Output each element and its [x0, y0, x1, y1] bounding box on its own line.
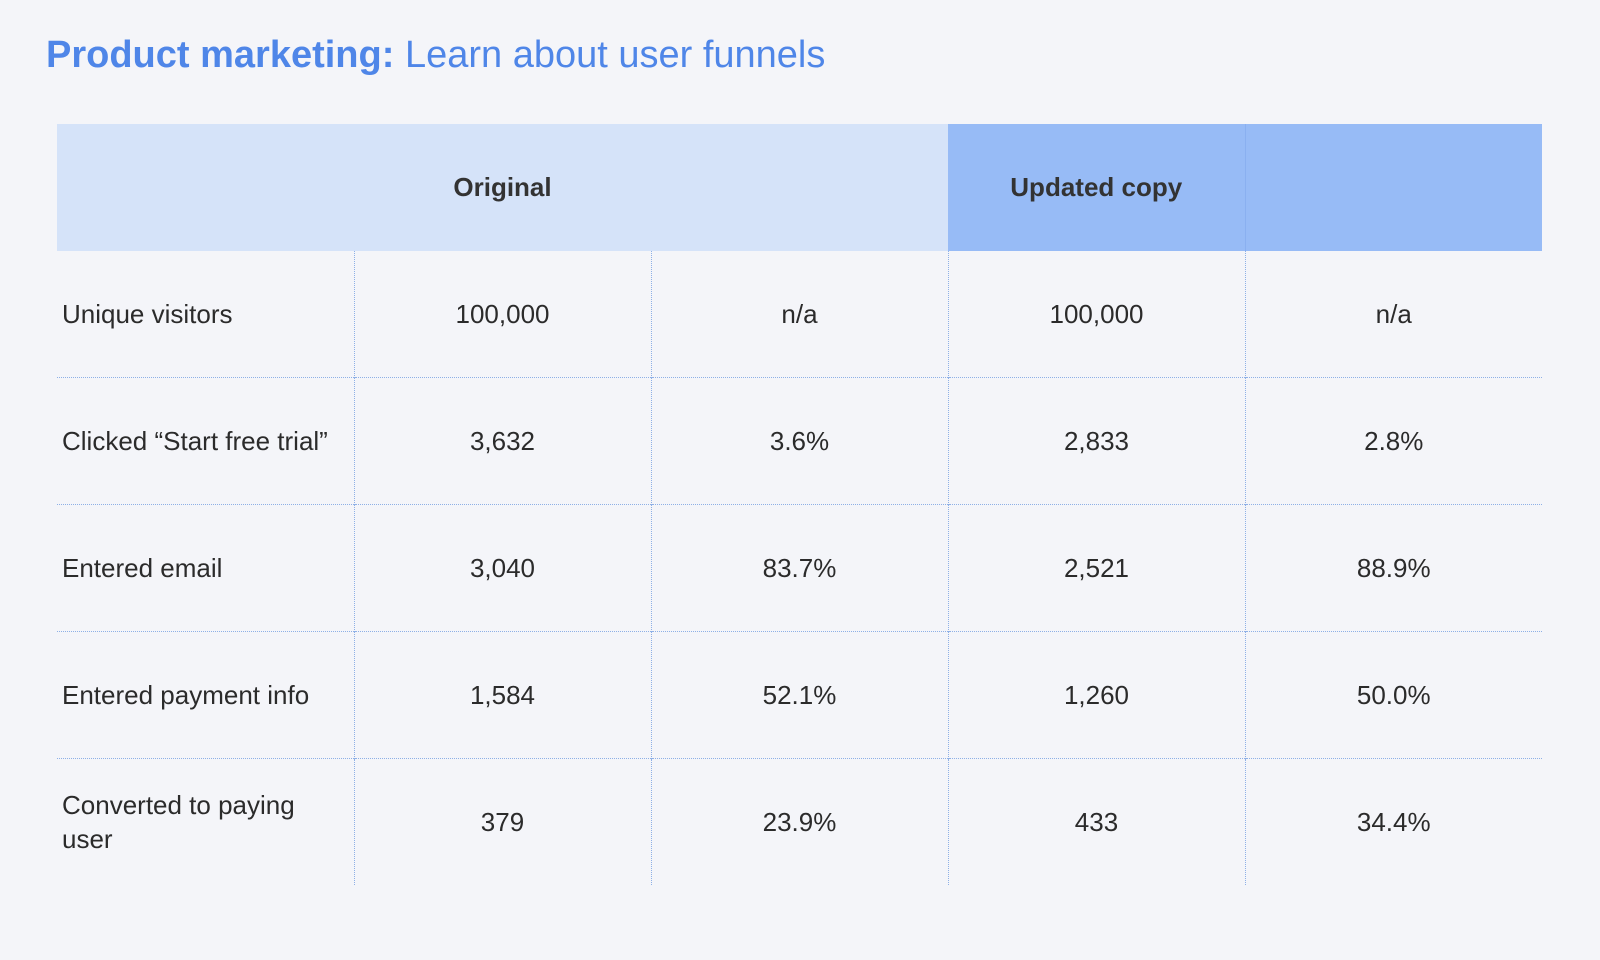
table-row: Entered payment info 1,584 52.1% 1,260 5… [57, 631, 1542, 759]
original-rate-cell: 83.7% [650, 504, 948, 632]
row-label: Converted to paying user [57, 758, 354, 885]
funnel-table: Original Updated copy Unique visitors 10… [57, 124, 1542, 885]
page-title-rest: Learn about user funnels [394, 34, 826, 76]
original-count-cell: 3,040 [353, 504, 651, 632]
table-row: Entered email 3,040 83.7% 2,521 88.9% [57, 504, 1542, 632]
header-updated-copy: Updated copy [948, 124, 1245, 251]
updated-rate-cell: 2.8% [1244, 377, 1542, 505]
row-label: Unique visitors [62, 299, 233, 329]
updated-rate-cell: n/a [1244, 251, 1542, 378]
table-row: Converted to paying user 379 23.9% 433 3… [57, 758, 1542, 885]
page-title: Product marketing: Learn about user funn… [46, 30, 825, 80]
updated-rate-cell: 50.0% [1244, 631, 1542, 759]
header-updated-extra [1244, 124, 1542, 251]
original-rate-cell: 23.9% [650, 758, 948, 885]
updated-count-cell: 100,000 [947, 251, 1245, 378]
original-count-cell: 1,584 [353, 631, 651, 759]
original-rate-cell: n/a [650, 251, 948, 378]
row-label: Entered email [57, 504, 354, 632]
updated-count-cell: 433 [947, 758, 1245, 885]
updated-rate-cell: 34.4% [1244, 758, 1542, 885]
original-rate-cell: 52.1% [650, 631, 948, 759]
table-row: Unique visitors 100,000 n/a 100,000 n/a [57, 251, 1542, 378]
header-row: Original Updated copy [57, 124, 1542, 251]
page-title-strong: Product marketing: [46, 34, 395, 76]
row-label: Clicked “Start free trial” [57, 377, 354, 505]
original-count-cell: 100,000 [353, 251, 651, 378]
table-row: Clicked “Start free trial” 3,632 3.6% 2,… [57, 377, 1542, 505]
updated-count-cell: 2,521 [947, 504, 1245, 632]
updated-count-cell: 1,260 [947, 631, 1245, 759]
original-count-cell: 379 [353, 758, 651, 885]
row-label: Entered payment info [57, 631, 354, 759]
original-count-cell: 3,632 [353, 377, 651, 505]
funnel-table-header: Original Updated copy [57, 124, 1542, 251]
original-rate-cell: 3.6% [650, 377, 948, 505]
funnel-table-body: Unique visitors 100,000 n/a 100,000 n/a … [57, 251, 1542, 885]
header-original: Original [57, 124, 948, 251]
updated-rate-cell: 88.9% [1244, 504, 1542, 632]
updated-count-cell: 2,833 [947, 377, 1245, 505]
